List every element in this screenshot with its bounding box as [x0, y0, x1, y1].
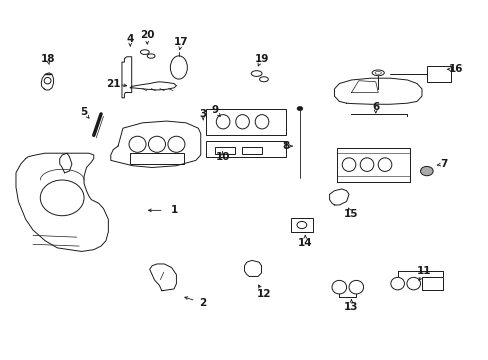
Text: 9: 9 [211, 105, 219, 115]
Bar [215, 147, 234, 154]
Circle shape [296, 107, 302, 111]
Text: 7: 7 [439, 159, 447, 169]
Text: 5: 5 [80, 107, 87, 117]
Text: 14: 14 [297, 238, 312, 248]
Text: 2: 2 [199, 298, 206, 308]
Bar [242, 147, 261, 154]
Text: 3: 3 [199, 109, 206, 119]
Text: 6: 6 [371, 102, 379, 112]
Text: 18: 18 [40, 54, 55, 64]
Bar [290, 218, 312, 232]
Bar [205, 141, 285, 157]
Bar [336, 148, 409, 182]
Bar [130, 153, 183, 164]
Text: 8: 8 [282, 141, 289, 151]
Text: 12: 12 [256, 289, 271, 299]
Bar [426, 66, 450, 82]
Text: 1: 1 [170, 205, 177, 215]
Text: 20: 20 [140, 30, 154, 40]
Bar [205, 109, 285, 135]
Text: 21: 21 [106, 78, 120, 89]
Text: 13: 13 [344, 302, 358, 312]
Text: 10: 10 [215, 152, 229, 162]
Text: 15: 15 [344, 209, 358, 219]
Text: 16: 16 [448, 64, 462, 74]
Text: 19: 19 [254, 54, 268, 64]
Text: 4: 4 [126, 34, 134, 44]
Circle shape [420, 166, 432, 176]
Text: 17: 17 [174, 37, 188, 48]
Text: 11: 11 [416, 266, 431, 276]
Bar [422, 277, 442, 290]
